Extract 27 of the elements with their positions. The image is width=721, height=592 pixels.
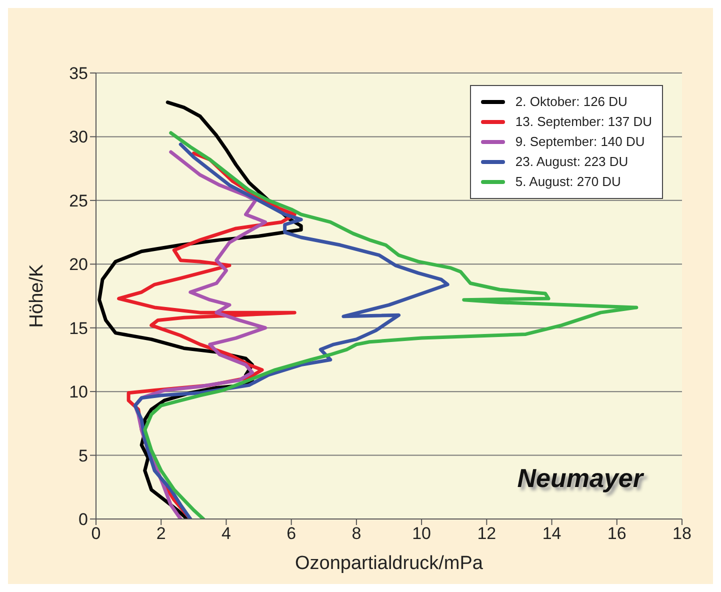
legend-label: 9. September: 140 DU xyxy=(515,133,645,151)
y-tick-label: 25 xyxy=(69,191,88,210)
y-tick-label: 15 xyxy=(69,318,88,338)
x-tick-label: 10 xyxy=(412,524,432,544)
legend-label: 13. September: 137 DU xyxy=(515,113,652,131)
x-tick-label: 0 xyxy=(91,524,101,544)
legend-label: 5. August: 270 DU xyxy=(515,173,621,191)
legend-label: 23. August: 223 DU xyxy=(515,153,628,171)
y-axis-title: Höhe/K xyxy=(26,264,48,328)
y-tick-label: 35 xyxy=(69,64,88,84)
x-axis-title: Ozonpartialdruck/mPa xyxy=(295,553,484,574)
x-tick-label: 4 xyxy=(221,524,231,544)
x-tick-label: 6 xyxy=(286,524,296,544)
y-tick-label: 20 xyxy=(69,255,88,274)
y-tick-label: 0 xyxy=(78,510,88,530)
line-series xyxy=(133,142,450,519)
x-tick-label: 14 xyxy=(542,524,562,544)
x-tick-label: 16 xyxy=(607,524,626,544)
x-tick-label: 18 xyxy=(672,524,692,544)
y-tick-label: 5 xyxy=(78,446,88,466)
y-tick-label: 30 xyxy=(69,128,88,147)
y-tick-label: 10 xyxy=(69,382,88,402)
x-tick-label: 12 xyxy=(477,524,496,544)
x-tick-label: 2 xyxy=(156,524,166,544)
x-tick-label: 8 xyxy=(352,524,362,544)
legend-label: 2. Oktober: 126 DU xyxy=(515,93,628,111)
annotation: Neumayer xyxy=(517,463,643,494)
